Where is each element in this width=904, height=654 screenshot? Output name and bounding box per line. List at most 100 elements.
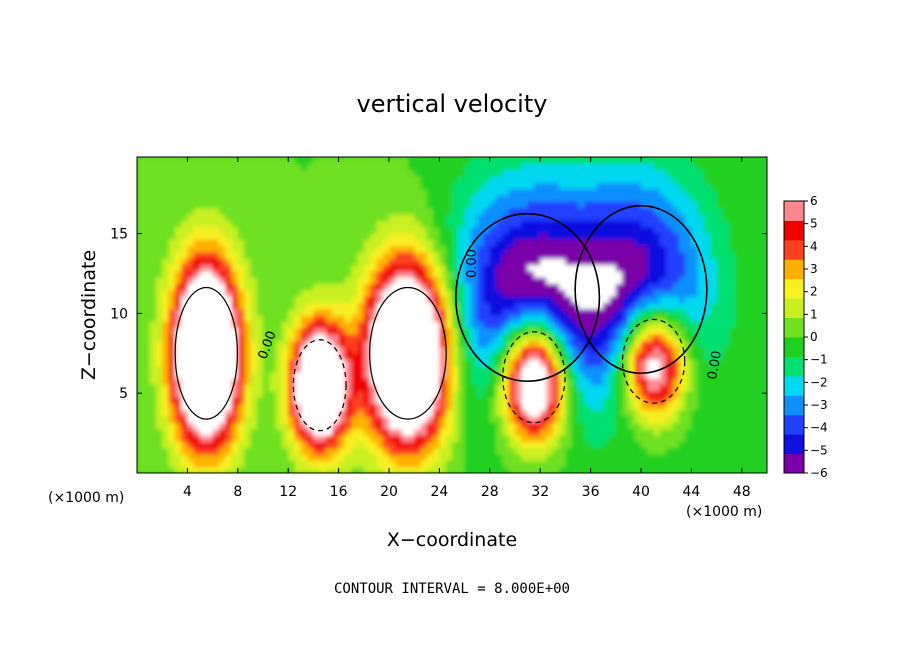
heatmap-cell <box>571 232 579 240</box>
heatmap-cell <box>754 207 762 215</box>
heatmap-cell <box>149 397 157 405</box>
heatmap-cell <box>496 270 503 278</box>
heatmap-cell <box>162 428 170 436</box>
heatmap-cell <box>237 397 245 405</box>
heatmap-cell <box>735 258 743 266</box>
heatmap-cell <box>716 194 724 202</box>
heatmap-cell <box>515 371 522 379</box>
heatmap-cell <box>659 289 667 297</box>
heatmap-cell <box>332 232 340 240</box>
heatmap-cell <box>225 296 233 303</box>
heatmap-cell <box>250 365 258 373</box>
heatmap-cell <box>628 371 636 379</box>
heatmap-cell <box>376 308 384 316</box>
heatmap-cell <box>760 428 767 436</box>
heatmap-cell <box>344 397 352 405</box>
heatmap-cell <box>206 397 214 405</box>
heatmap-cell <box>533 226 541 234</box>
heatmap-cell <box>326 157 333 164</box>
heatmap-cell <box>470 194 478 202</box>
heatmap-cell <box>628 226 636 234</box>
heatmap-cell <box>363 416 371 424</box>
heatmap-cell <box>200 327 207 335</box>
heatmap-cell <box>206 466 214 473</box>
heatmap-cell <box>452 384 459 392</box>
heatmap-cell <box>149 409 157 417</box>
heatmap-cell <box>187 232 195 240</box>
heatmap-cell <box>389 182 396 190</box>
heatmap-cell <box>445 188 453 196</box>
heatmap-cell <box>615 333 623 341</box>
heatmap-cell <box>313 403 321 411</box>
heatmap-cell <box>275 327 283 335</box>
heatmap-cell <box>533 403 541 411</box>
heatmap-cell <box>464 315 472 322</box>
heatmap-cell <box>395 390 403 398</box>
heatmap-cell <box>628 169 636 177</box>
heatmap-cell <box>420 403 428 411</box>
heatmap-cell <box>275 232 283 240</box>
heatmap-cell <box>508 296 516 303</box>
heatmap-cell <box>496 340 503 348</box>
heatmap-cell <box>206 182 214 190</box>
heatmap-cell <box>452 390 459 398</box>
heatmap-cell <box>376 264 384 272</box>
heatmap-cell <box>401 454 409 461</box>
heatmap-cell <box>590 194 598 202</box>
heatmap-cell <box>666 289 674 297</box>
heatmap-cell <box>489 359 497 367</box>
heatmap-cell <box>647 289 655 297</box>
heatmap-cell <box>716 460 724 468</box>
heatmap-cell <box>414 340 422 348</box>
heatmap-cell <box>502 346 510 354</box>
heatmap-cell <box>174 409 182 417</box>
heatmap-cell <box>464 422 472 430</box>
heatmap-cell <box>357 163 365 171</box>
heatmap-cell <box>193 352 201 360</box>
heatmap-cell <box>137 157 144 164</box>
heatmap-cell <box>559 333 566 341</box>
heatmap-cell <box>401 277 409 284</box>
heatmap-cell <box>565 277 573 284</box>
heatmap-cell <box>401 441 409 449</box>
heatmap-cell <box>641 422 648 430</box>
heatmap-cell <box>212 220 220 228</box>
heatmap-cell <box>622 447 629 455</box>
heatmap-cell <box>678 460 686 468</box>
heatmap-cell <box>212 182 220 190</box>
heatmap-cell <box>193 340 201 348</box>
heatmap-cell <box>294 435 302 442</box>
heatmap-cell <box>748 302 755 310</box>
heatmap-cell <box>206 390 214 398</box>
heatmap-cell <box>338 296 346 303</box>
heatmap-cell <box>200 194 207 202</box>
heatmap-cell <box>155 365 163 373</box>
heatmap-cell <box>647 277 655 284</box>
heatmap-cell <box>578 371 585 379</box>
heatmap-cell <box>741 422 749 430</box>
heatmap-cell <box>477 441 485 449</box>
heatmap-cell <box>363 226 371 234</box>
heatmap-cell <box>143 346 151 354</box>
heatmap-cell <box>206 302 214 310</box>
heatmap-cell <box>313 422 321 430</box>
heatmap-cell <box>729 428 737 436</box>
heatmap-cell <box>357 416 365 424</box>
heatmap-cell <box>477 315 485 322</box>
heatmap-cell <box>716 188 724 196</box>
heatmap-cell <box>697 201 705 209</box>
heatmap-cell <box>332 201 340 209</box>
heatmap-cell <box>710 220 718 228</box>
heatmap-cell <box>332 321 340 329</box>
heatmap-cell <box>502 359 510 367</box>
heatmap-cell <box>319 321 327 329</box>
heatmap-cell <box>584 346 592 354</box>
heatmap-cell <box>288 378 296 386</box>
heatmap-cell <box>294 447 302 455</box>
heatmap-cell <box>515 466 522 473</box>
heatmap-cell <box>533 175 541 183</box>
heatmap-cell <box>281 169 289 177</box>
heatmap-cell <box>609 454 617 461</box>
heatmap-cell <box>187 157 195 164</box>
heatmap-cell <box>672 201 680 209</box>
